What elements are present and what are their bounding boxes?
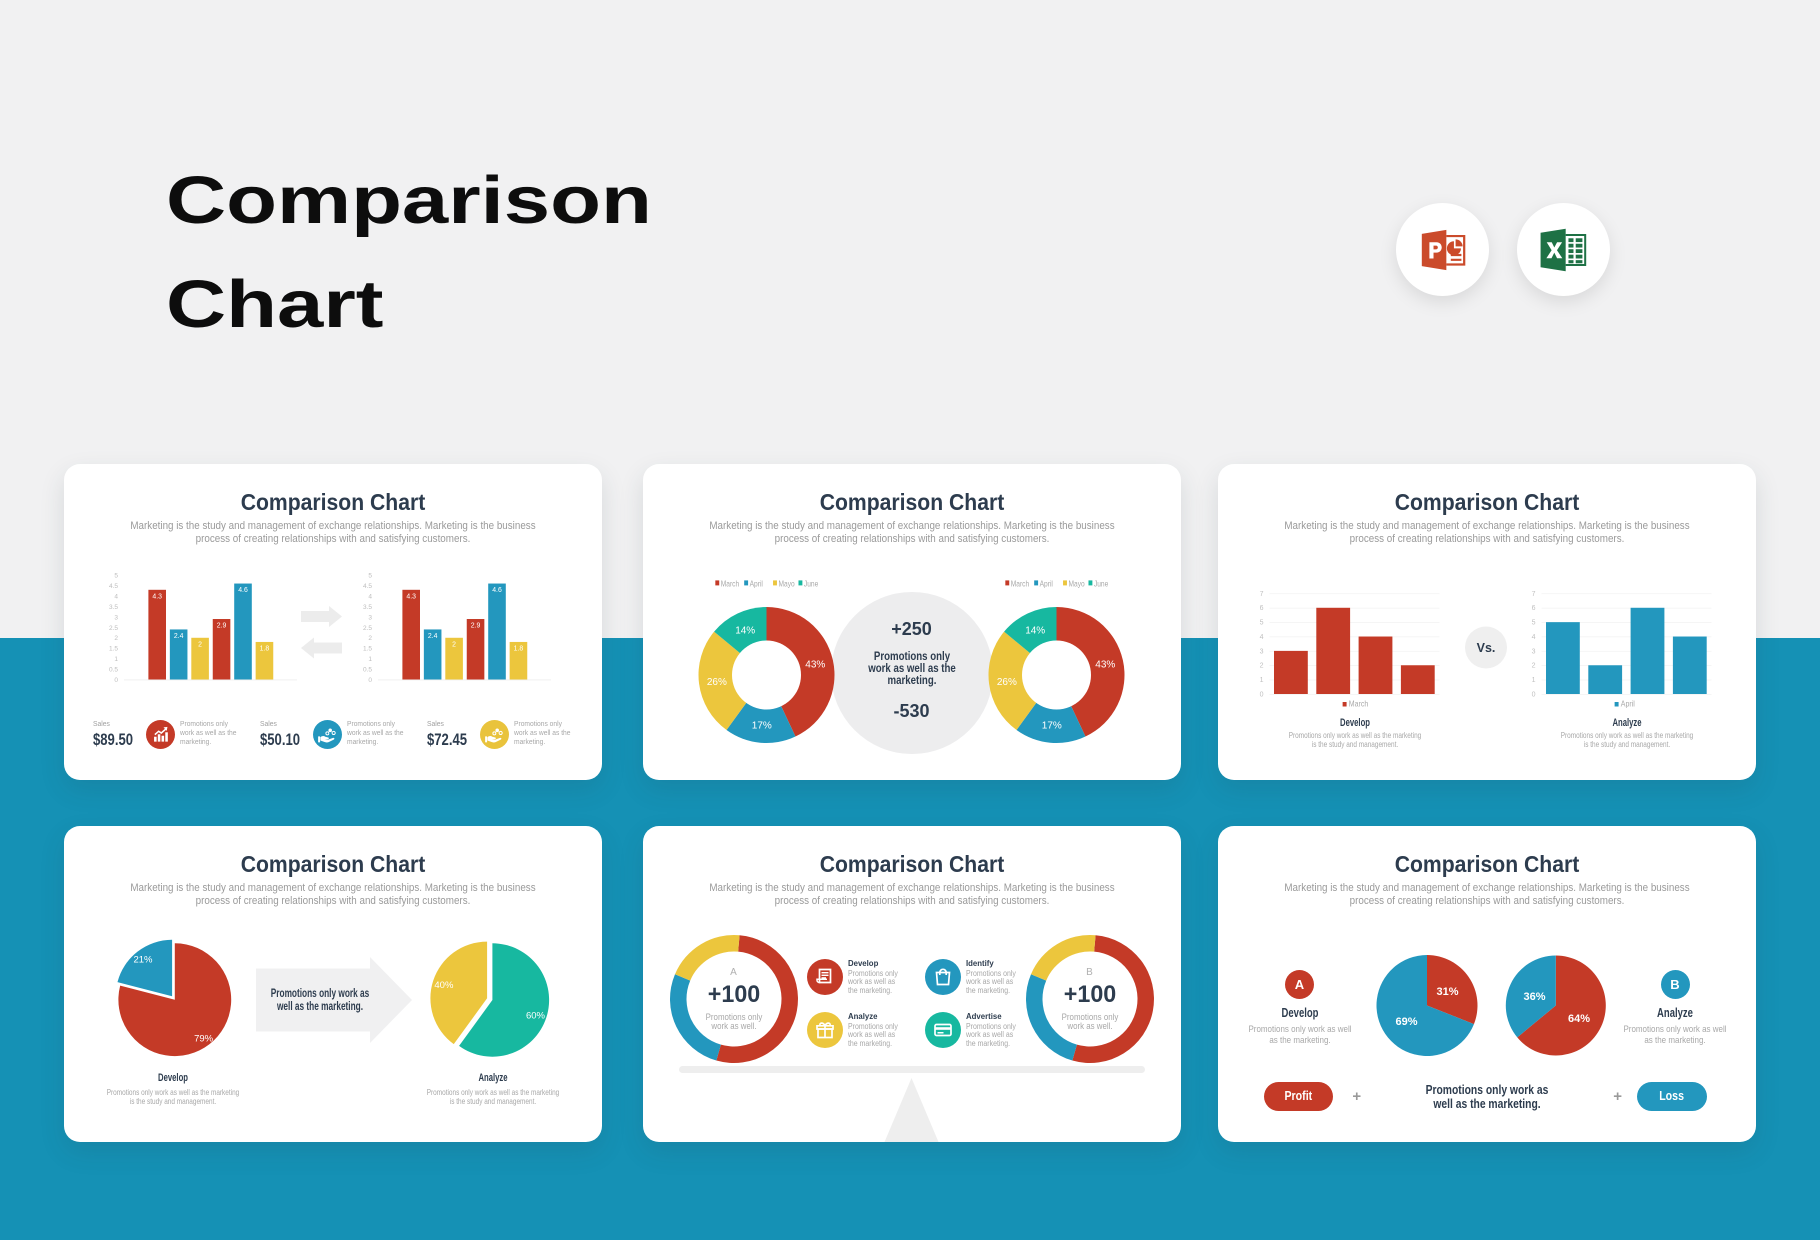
svg-text:3: 3 [114, 614, 118, 621]
svg-text:2.5: 2.5 [362, 625, 371, 632]
svg-text:Mayo: Mayo [778, 579, 794, 589]
svg-text:2.4: 2.4 [173, 633, 183, 640]
svg-text:14%: 14% [1025, 625, 1045, 636]
svg-text:2: 2 [1260, 663, 1264, 670]
svg-text:March: March [1349, 699, 1369, 709]
svg-text:1.8: 1.8 [513, 645, 523, 652]
svg-text:3: 3 [1532, 648, 1536, 655]
svg-text:4.6: 4.6 [238, 587, 248, 594]
svg-text:Vs.: Vs. [1477, 641, 1496, 655]
svg-text:2.9: 2.9 [216, 623, 226, 630]
svg-text:4.3: 4.3 [406, 593, 416, 600]
svg-text:6: 6 [1532, 605, 1536, 612]
svg-text:60%: 60% [525, 1010, 545, 1021]
svg-text:79%: 79% [194, 1034, 214, 1045]
svg-text:April: April [1621, 699, 1635, 709]
svg-text:5: 5 [1532, 620, 1536, 627]
svg-text:3.5: 3.5 [108, 604, 117, 611]
svg-text:5: 5 [368, 573, 372, 580]
svg-text:43%: 43% [1095, 660, 1115, 671]
svg-text:June: June [1093, 579, 1107, 589]
svg-text:4.5: 4.5 [362, 583, 371, 590]
svg-text:March: March [720, 579, 738, 589]
svg-text:April: April [749, 579, 763, 589]
svg-text:43%: 43% [805, 660, 825, 671]
svg-text:2.9: 2.9 [470, 623, 480, 630]
svg-text:April: April [1039, 579, 1053, 589]
svg-text:2: 2 [1532, 663, 1536, 670]
svg-text:2: 2 [114, 635, 118, 642]
svg-text:26%: 26% [706, 677, 726, 688]
svg-text:1.8: 1.8 [259, 645, 269, 652]
svg-text:1.5: 1.5 [362, 646, 371, 653]
svg-text:June: June [803, 579, 817, 589]
svg-text:2.5: 2.5 [108, 625, 117, 632]
svg-text:2: 2 [198, 641, 202, 648]
svg-text:0.5: 0.5 [108, 666, 117, 673]
svg-text:4: 4 [368, 593, 372, 600]
svg-text:1: 1 [1260, 677, 1264, 684]
svg-text:0: 0 [114, 677, 118, 684]
svg-text:1: 1 [1532, 677, 1536, 684]
svg-text:17%: 17% [751, 720, 771, 731]
svg-text:6: 6 [1260, 605, 1264, 612]
svg-text:1: 1 [368, 656, 372, 663]
svg-text:0: 0 [1260, 691, 1264, 698]
svg-text:March: March [1010, 579, 1028, 589]
svg-text:3: 3 [1260, 648, 1264, 655]
svg-text:4: 4 [1532, 634, 1536, 641]
svg-text:2: 2 [368, 635, 372, 642]
svg-text:1.5: 1.5 [108, 646, 117, 653]
svg-text:0.5: 0.5 [362, 666, 371, 673]
svg-text:40%: 40% [434, 980, 454, 991]
svg-text:7: 7 [1532, 591, 1536, 598]
svg-text:3.5: 3.5 [362, 604, 371, 611]
svg-text:2: 2 [452, 641, 456, 648]
svg-text:3: 3 [368, 614, 372, 621]
svg-text:2.4: 2.4 [427, 633, 437, 640]
svg-text:21%: 21% [133, 954, 153, 965]
svg-text:17%: 17% [1041, 720, 1061, 731]
svg-text:26%: 26% [996, 677, 1016, 688]
svg-text:0: 0 [368, 677, 372, 684]
svg-text:0: 0 [1532, 691, 1536, 698]
svg-text:4.6: 4.6 [492, 587, 502, 594]
svg-text:7: 7 [1260, 591, 1264, 598]
svg-text:4: 4 [1260, 634, 1264, 641]
svg-text:5: 5 [1260, 620, 1264, 627]
svg-text:4.3: 4.3 [152, 593, 162, 600]
svg-text:Mayo: Mayo [1068, 579, 1084, 589]
svg-text:4.5: 4.5 [108, 583, 117, 590]
svg-text:1: 1 [114, 656, 118, 663]
svg-text:4: 4 [114, 593, 118, 600]
svg-text:14%: 14% [735, 625, 755, 636]
svg-text:5: 5 [114, 573, 118, 580]
